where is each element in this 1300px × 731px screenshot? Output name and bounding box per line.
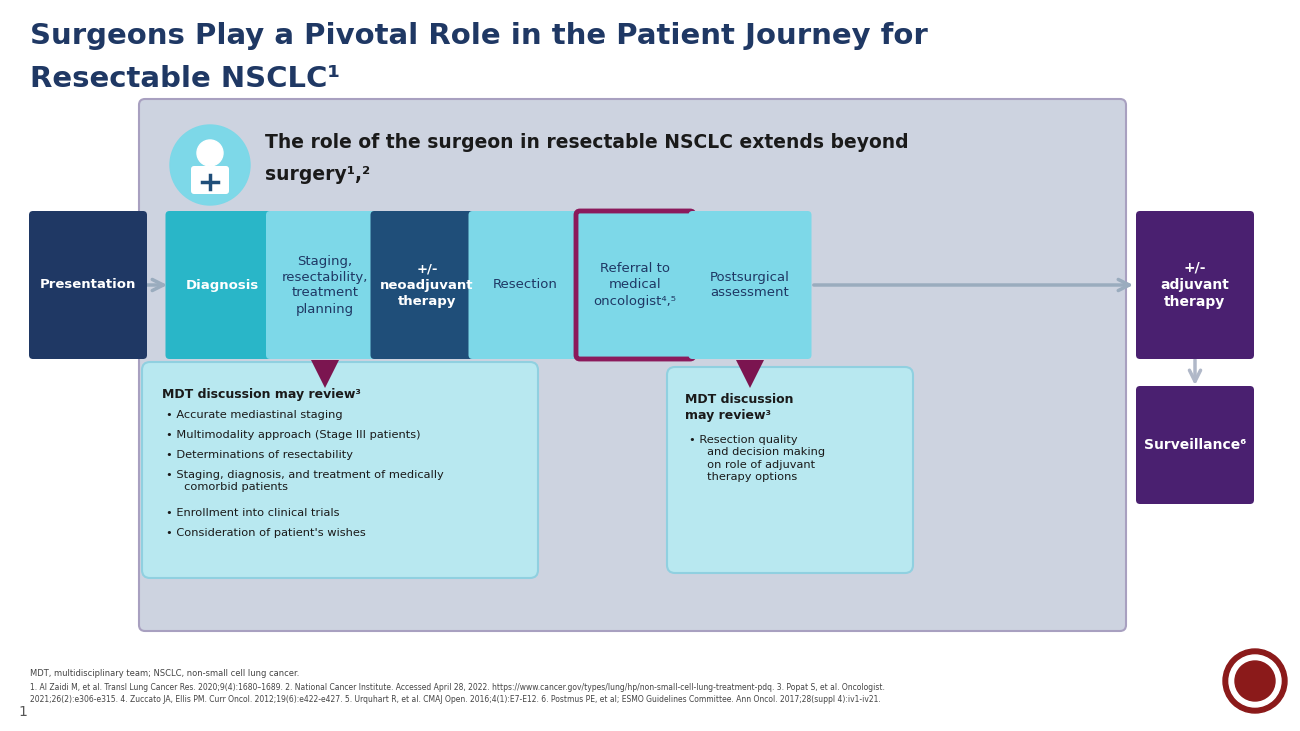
Text: Referral to
medical
oncologist⁴,⁵: Referral to medical oncologist⁴,⁵: [594, 262, 676, 308]
Text: Postsurgical
assessment: Postsurgical assessment: [710, 270, 790, 300]
FancyBboxPatch shape: [266, 211, 384, 359]
Polygon shape: [736, 360, 764, 388]
FancyBboxPatch shape: [1136, 211, 1254, 359]
Text: • Multimodality approach (Stage III patients): • Multimodality approach (Stage III pati…: [166, 430, 420, 440]
Text: Presentation: Presentation: [40, 279, 136, 292]
Text: +/-
adjuvant
therapy: +/- adjuvant therapy: [1161, 261, 1230, 309]
FancyBboxPatch shape: [468, 211, 581, 359]
Text: • Consideration of patient's wishes: • Consideration of patient's wishes: [166, 528, 365, 538]
FancyBboxPatch shape: [576, 211, 694, 359]
Text: • Resection quality
     and decision making
     on role of adjuvant
     thera: • Resection quality and decision making …: [689, 435, 826, 482]
Text: 2021;26(2):e306-e315. 4. Zuccato JA, Ellis PM. Curr Oncol. 2012;19(6):e422-e427.: 2021;26(2):e306-e315. 4. Zuccato JA, Ell…: [30, 695, 881, 704]
Text: • Enrollment into clinical trials: • Enrollment into clinical trials: [166, 508, 339, 518]
Text: MDT discussion
may review³: MDT discussion may review³: [685, 393, 793, 422]
Text: Surveillance⁶: Surveillance⁶: [1144, 438, 1247, 452]
FancyBboxPatch shape: [667, 367, 913, 573]
Circle shape: [198, 140, 224, 166]
FancyBboxPatch shape: [191, 166, 229, 194]
FancyBboxPatch shape: [146, 109, 1119, 217]
Circle shape: [170, 125, 250, 205]
Text: Diagnosis: Diagnosis: [186, 279, 259, 292]
Text: Staging,
resectability,
treatment
planning: Staging, resectability, treatment planni…: [282, 254, 368, 316]
Text: surgery¹,²: surgery¹,²: [265, 165, 370, 184]
Text: • Determinations of resectability: • Determinations of resectability: [166, 450, 354, 460]
FancyBboxPatch shape: [1136, 386, 1254, 504]
Text: • Staging, diagnosis, and treatment of medically
     comorbid patients: • Staging, diagnosis, and treatment of m…: [166, 470, 443, 492]
Text: MDT, multidisciplinary team; NSCLC, non-small cell lung cancer.: MDT, multidisciplinary team; NSCLC, non-…: [30, 669, 299, 678]
Text: Surgeons Play a Pivotal Role in the Patient Journey for: Surgeons Play a Pivotal Role in the Pati…: [30, 22, 928, 50]
Text: +/-
neoadjuvant
therapy: +/- neoadjuvant therapy: [380, 262, 473, 308]
FancyBboxPatch shape: [689, 211, 811, 359]
Text: 1. Al Zaidi M, et al. Transl Lung Cancer Res. 2020;9(4):1680–1689. 2. National C: 1. Al Zaidi M, et al. Transl Lung Cancer…: [30, 683, 885, 692]
FancyBboxPatch shape: [165, 211, 278, 359]
Text: Resection: Resection: [493, 279, 558, 292]
Circle shape: [1223, 649, 1287, 713]
Text: The role of the surgeon in resectable NSCLC extends beyond: The role of the surgeon in resectable NS…: [265, 133, 909, 152]
Text: 1: 1: [18, 705, 27, 719]
Text: MDT discussion may review³: MDT discussion may review³: [162, 388, 361, 401]
Text: Resectable NSCLC¹: Resectable NSCLC¹: [30, 65, 341, 93]
FancyBboxPatch shape: [142, 362, 538, 578]
FancyBboxPatch shape: [29, 211, 147, 359]
Circle shape: [1228, 655, 1280, 707]
FancyBboxPatch shape: [370, 211, 484, 359]
Circle shape: [1235, 661, 1275, 701]
FancyBboxPatch shape: [139, 99, 1126, 631]
Text: • Accurate mediastinal staging: • Accurate mediastinal staging: [166, 410, 343, 420]
Polygon shape: [311, 360, 339, 388]
